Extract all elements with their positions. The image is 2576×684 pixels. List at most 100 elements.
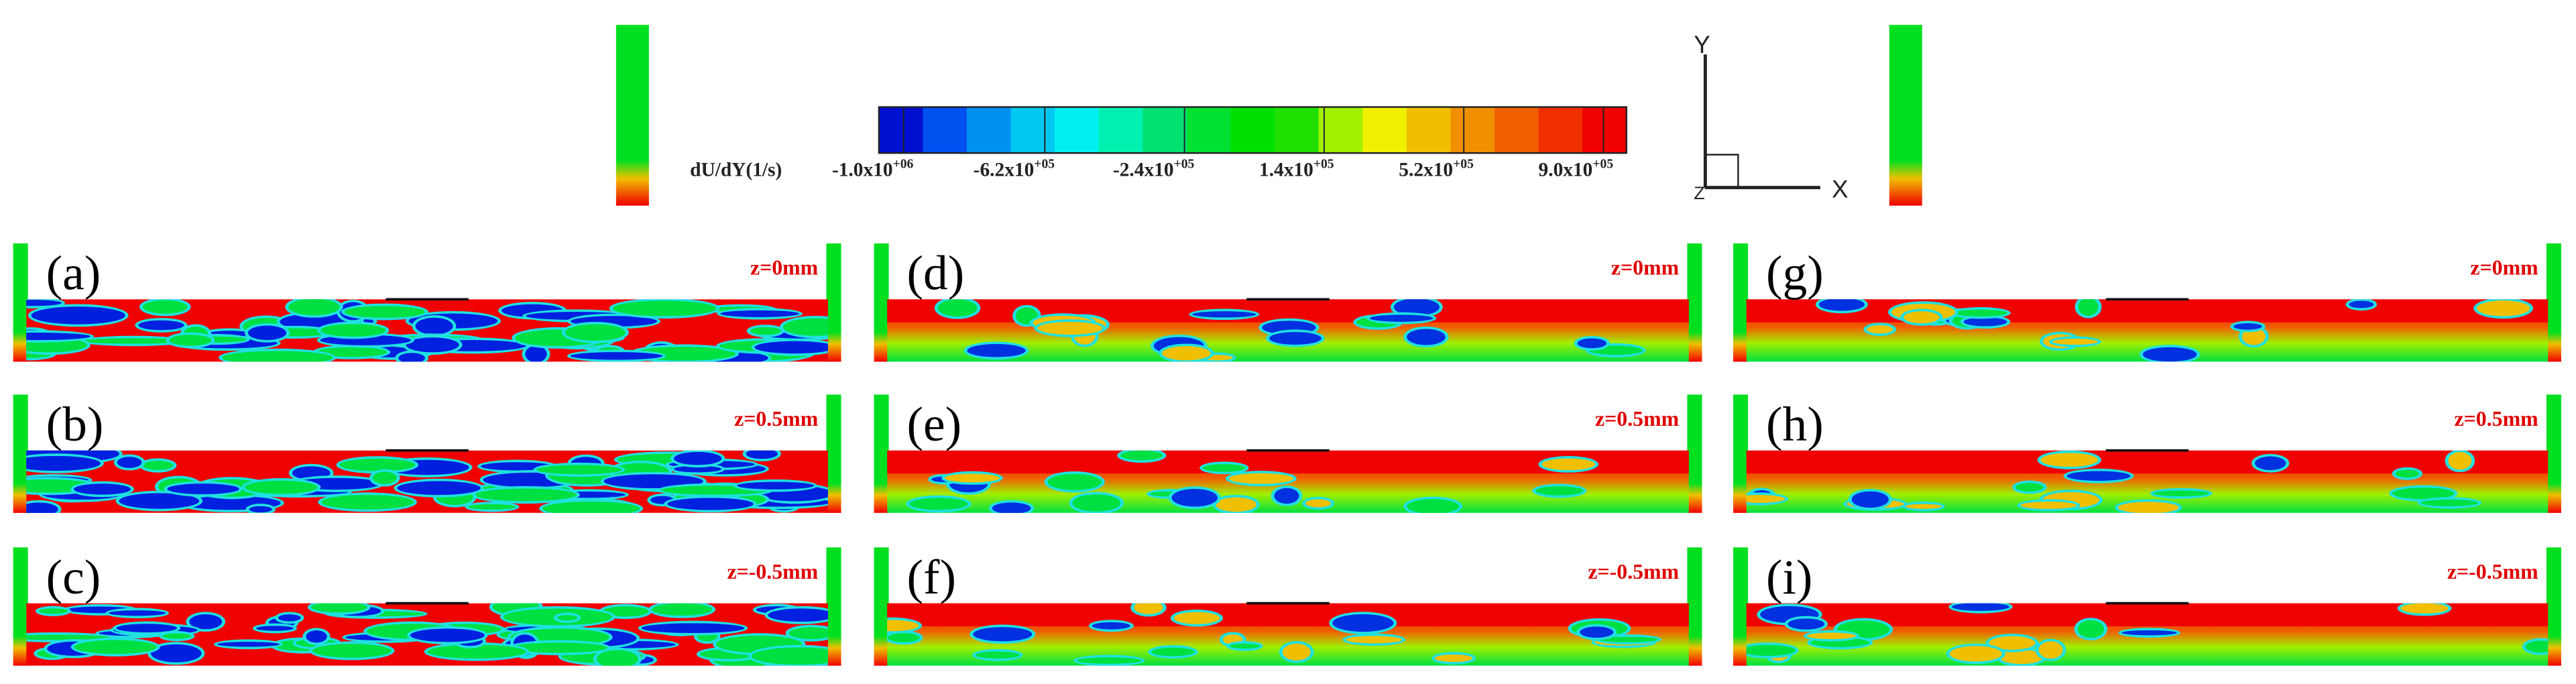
field-blob <box>641 623 745 634</box>
field-blob <box>1952 603 2009 611</box>
side-strip <box>1889 25 1922 206</box>
wall <box>13 394 28 513</box>
colorbar-segment <box>1275 107 1320 154</box>
field-blob <box>372 471 397 484</box>
wall <box>1733 394 1749 513</box>
field-blob <box>674 452 722 465</box>
field-blob <box>1434 654 1473 663</box>
field-blob <box>570 352 663 360</box>
z-label: z=-0.5mm <box>1588 560 1679 583</box>
axis-label: X <box>1832 175 1849 203</box>
colorbar-segment <box>1582 107 1627 154</box>
field-blob <box>221 351 333 362</box>
field-blob <box>255 626 294 631</box>
wall <box>13 547 28 666</box>
field-blob <box>1867 325 1893 334</box>
colorbar-segment <box>1318 107 1364 154</box>
field-blob <box>967 344 1026 357</box>
field-blob <box>2254 456 2286 471</box>
field-blob <box>167 483 239 495</box>
panel-label: (b) <box>46 397 104 451</box>
field-blob <box>2077 620 2105 638</box>
panel-label: (a) <box>46 246 101 300</box>
field-blob <box>1597 636 1658 642</box>
field-blob <box>138 320 184 331</box>
field-blob <box>751 647 828 665</box>
tick-base: 9.0x10 <box>1539 160 1593 181</box>
wall <box>874 243 889 362</box>
field-blob <box>2448 451 2472 470</box>
wall <box>1687 394 1702 513</box>
tick-base: -2.4x10 <box>1113 160 1174 181</box>
contour-panel: (f) z=-0.5mm <box>874 547 1702 666</box>
wall <box>1687 547 1702 666</box>
colorbar-tick-label: 9.0x10+05 <box>1539 157 1614 180</box>
field-blob <box>973 627 1033 642</box>
panel-label: (d) <box>907 246 965 300</box>
wall <box>1733 547 1749 666</box>
panel-label: (i) <box>1766 550 1812 604</box>
field-blob <box>1047 473 1102 490</box>
field-blob <box>26 502 58 513</box>
colorbar-segment <box>1406 107 1452 154</box>
field-blob <box>288 299 340 316</box>
field-blob <box>1580 626 1614 638</box>
panel-label: (g) <box>1766 246 1824 300</box>
field-blob <box>117 457 142 468</box>
tick-base: 5.2x10 <box>1399 160 1453 181</box>
colorbar-label: dU/dY(1/s) <box>690 160 782 181</box>
field-blob <box>2392 488 2455 500</box>
field <box>26 299 828 362</box>
field-core <box>887 603 1689 626</box>
tick-base: -6.2x10 <box>974 160 1035 181</box>
field-blob <box>82 338 185 344</box>
field-blob <box>310 603 367 613</box>
field-blob <box>788 627 828 640</box>
field-blob <box>596 650 639 666</box>
field-blob <box>542 502 640 513</box>
field-blob <box>1134 603 1163 614</box>
field-blob <box>74 483 131 495</box>
field-blob <box>525 345 547 362</box>
field-blob <box>427 644 526 659</box>
field-blob <box>475 488 577 502</box>
field-blob <box>119 493 200 509</box>
field-blob <box>2395 469 2420 478</box>
colorbar-segment <box>1230 107 1275 154</box>
field-blob <box>245 480 318 494</box>
field-blob <box>1120 451 1163 461</box>
field-blob <box>316 347 388 357</box>
field-blob <box>150 644 202 663</box>
field-blob <box>1407 329 1446 345</box>
tick-base: -1.0x10 <box>832 160 893 181</box>
field-blob <box>1904 311 1940 324</box>
colorbar-frame <box>878 106 1627 154</box>
field-blob <box>1806 632 1856 640</box>
field-blob <box>1192 311 1256 318</box>
field-blob <box>782 318 828 336</box>
colorbar-segment <box>1055 107 1100 154</box>
field-blob <box>1954 309 2007 317</box>
panel-label: (h) <box>1766 397 1824 451</box>
field-blob <box>1305 499 1332 508</box>
field-blob <box>2420 499 2479 506</box>
field-blob <box>2052 339 2098 345</box>
field-blob <box>1072 494 1121 512</box>
field-blob <box>321 494 414 510</box>
field-blob <box>975 651 1020 659</box>
field-blob <box>2525 640 2549 653</box>
field-blob <box>397 481 481 496</box>
colorbar: -1.0x10+06 -6.2x10+05 -2.4x10+05 1.4x10+05 5… <box>832 106 1627 181</box>
contour-panel: (c) z=-0.5mm <box>13 547 841 666</box>
field-blob <box>162 633 192 639</box>
field-blob <box>116 624 178 632</box>
field-blob <box>74 640 157 654</box>
field-blob <box>2477 300 2530 317</box>
contour-panel: (h) z=0.5mm <box>1733 394 2561 513</box>
wall <box>826 394 841 513</box>
panel-label: (f) <box>907 550 956 604</box>
field-blob <box>2142 347 2197 362</box>
field <box>1746 603 2549 666</box>
field-blob <box>1746 644 1796 656</box>
